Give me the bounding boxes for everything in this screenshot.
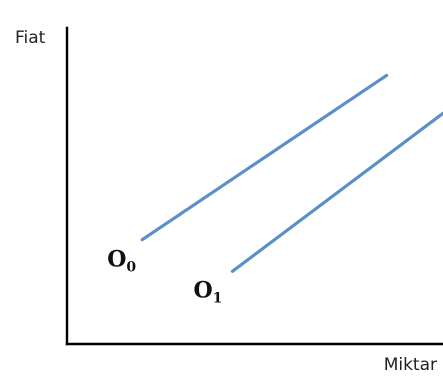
axes (65, 26, 443, 346)
series-label-subscript: 0 (126, 260, 136, 276)
x-axis-label: Miktar (384, 355, 437, 375)
series-label-O1: O1 (193, 277, 222, 306)
series-label-O0: O0 (107, 247, 136, 276)
series-label-main: O (193, 277, 212, 303)
series-label-subscript: 1 (213, 290, 223, 306)
y-axis-label: Fiat (15, 28, 46, 48)
series-label-main: O (107, 247, 126, 273)
series-line-O1 (230, 111, 443, 273)
series-line-O0 (140, 73, 389, 242)
